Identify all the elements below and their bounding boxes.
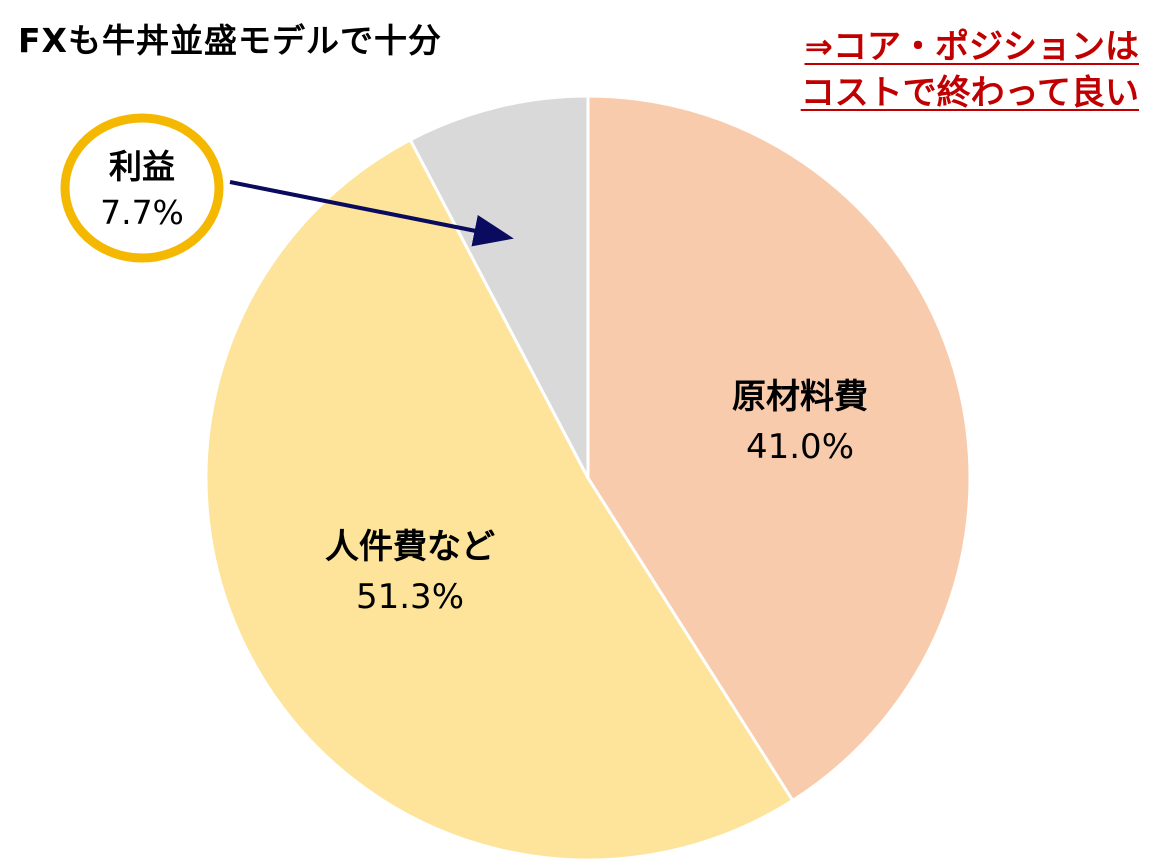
page-title: FXも牛丼並盛モデルで十分 (18, 21, 442, 60)
conclusion-line-2: コストで終わって良い (800, 73, 1139, 113)
slice-labor (204, 137, 795, 862)
slice-profit-label: 利益 (109, 147, 175, 186)
slice-materials-label: 原材料費 (732, 377, 868, 417)
conclusion-line-1: ⇒コア・ポジションは (804, 27, 1140, 67)
profit-callout: 利益 7.7% (60, 113, 514, 263)
slice-materials-value: 41.0% (746, 427, 854, 467)
slice-profit-value: 7.7% (100, 193, 184, 232)
slice-materials (586, 94, 972, 803)
pie-labels: 原材料費 41.0% 人件費など 51.3% (325, 377, 868, 617)
conclusion-text: ⇒コア・ポジションは コストで終わって良い (801, 24, 1139, 116)
pie-slices (204, 94, 972, 862)
callout-ring (60, 113, 224, 263)
slice-labor-value: 51.3% (356, 577, 464, 617)
callout-arrow (229, 180, 514, 247)
slice-profit (408, 94, 590, 479)
slice-labor-label: 人件費など (325, 527, 495, 567)
